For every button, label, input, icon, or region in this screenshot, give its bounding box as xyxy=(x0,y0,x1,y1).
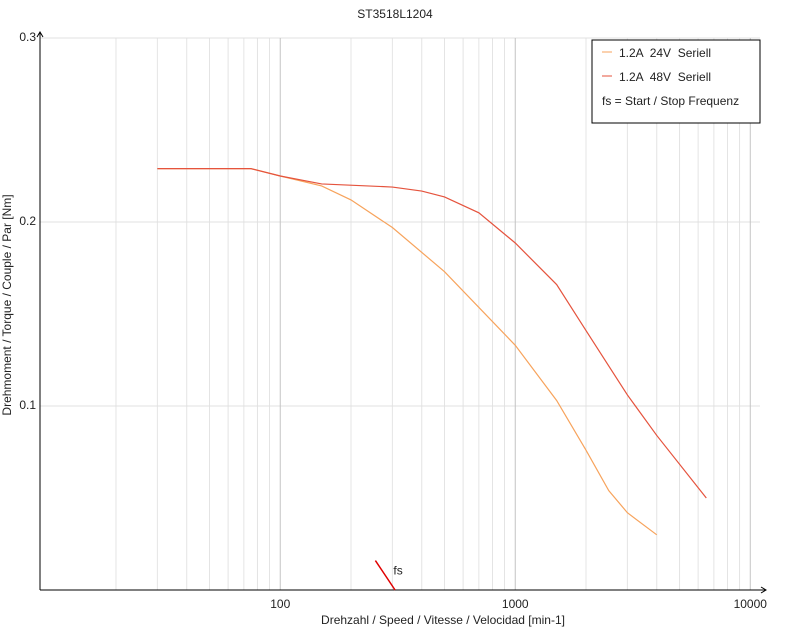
x-tick-label: 100 xyxy=(270,597,290,611)
y-tick-label: 0.3 xyxy=(19,30,36,44)
y-tick-label: 0.2 xyxy=(19,214,36,228)
legend-label: 1.2A 48V Seriell xyxy=(619,70,711,84)
fs-label: fs xyxy=(393,564,402,578)
y-axis xyxy=(36,31,44,590)
x-tick-label: 10000 xyxy=(734,597,768,611)
chart-title: ST3518L1204 xyxy=(357,7,433,21)
y-axis-label: Drehmoment / Torque / Couple / Par [Nm] xyxy=(0,194,14,415)
x-tick-label: 1000 xyxy=(502,597,529,611)
series-line xyxy=(157,168,658,536)
y-tick-label: 0.1 xyxy=(19,398,36,412)
x-axis xyxy=(40,586,767,594)
legend-note: fs = Start / Stop Frequenz xyxy=(602,94,739,108)
fs-marker xyxy=(374,560,396,591)
x-axis-label: Drehzahl / Speed / Vitesse / Velocidad [… xyxy=(321,613,565,627)
legend-label: 1.2A 24V Seriell xyxy=(619,46,711,60)
legend-box xyxy=(591,39,761,124)
series-line xyxy=(157,168,707,499)
